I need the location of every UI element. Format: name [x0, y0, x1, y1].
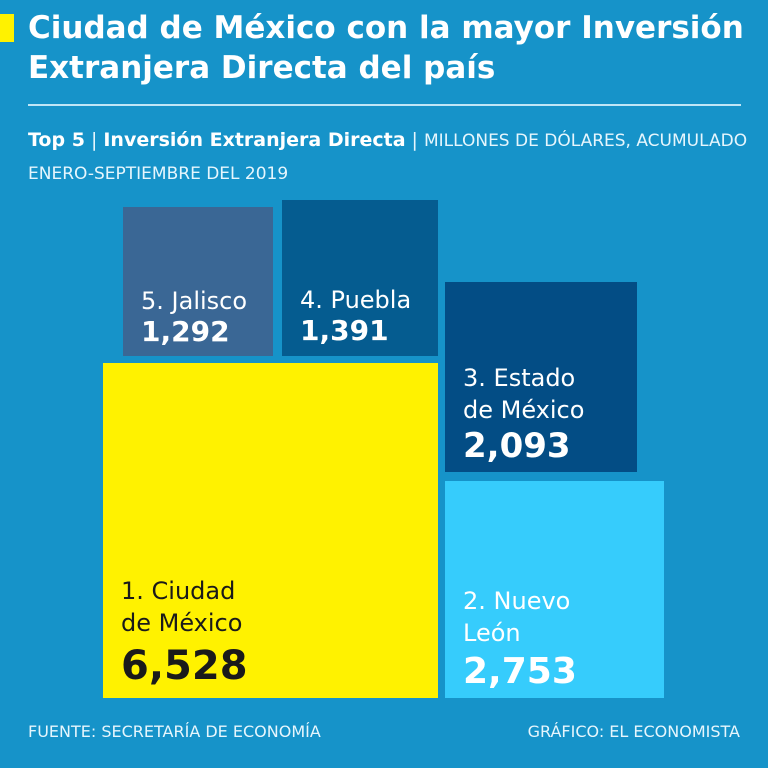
tile-label-puebla: 4. Puebla [300, 286, 412, 314]
treemap-tile-nuevo-leon: 2. Nuevo León 2,753 [445, 481, 664, 698]
tile-value-jalisco: 1,292 [141, 315, 230, 348]
subtitle-top5: Top 5 [28, 129, 85, 151]
treemap-tile-puebla: 4. Puebla 1,391 [282, 200, 438, 356]
subtitle-metric: Inversión Extranjera Directa [103, 129, 406, 151]
title-divider [28, 104, 741, 106]
subtitle-separator: | [411, 129, 418, 151]
tile-label-nuevo-leon: 2. Nuevo León [463, 587, 571, 647]
chart-subtitle: Top 5 | Inversión Extranjera Directa | MILLO… [28, 124, 748, 190]
source-note: FUENTE: SECRETARÍA DE ECONOMÍA [28, 722, 321, 741]
credit-note: GRÁFICO: EL ECONOMISTA [527, 722, 740, 741]
title-accent-bar [0, 14, 14, 42]
tile-label-estado-de-mexico: 3. Estado de México [463, 364, 585, 424]
tile-value-ciudad-de-mexico: 6,528 [121, 643, 248, 689]
treemap-tile-ciudad-de-mexico: 1. Ciudad de México 6,528 [103, 363, 438, 698]
subtitle-units: MILLONES DE DÓLARES, ACUMULADO ENERO-SEP… [28, 131, 748, 184]
tile-label-ciudad-de-mexico: 1. Ciudad de México [121, 577, 243, 637]
tile-value-puebla: 1,391 [300, 314, 389, 347]
treemap-tile-jalisco: 5. Jalisco 1,292 [123, 207, 273, 356]
tile-value-nuevo-leon: 2,753 [463, 651, 577, 692]
chart-title: Ciudad de México con la mayor Inversión … [28, 10, 744, 86]
subtitle-separator: | [90, 129, 98, 151]
treemap-tile-estado-de-mexico: 3. Estado de México 2,093 [445, 282, 637, 472]
tile-value-estado-de-mexico: 2,093 [463, 426, 571, 466]
tile-label-jalisco: 5. Jalisco [141, 287, 248, 315]
